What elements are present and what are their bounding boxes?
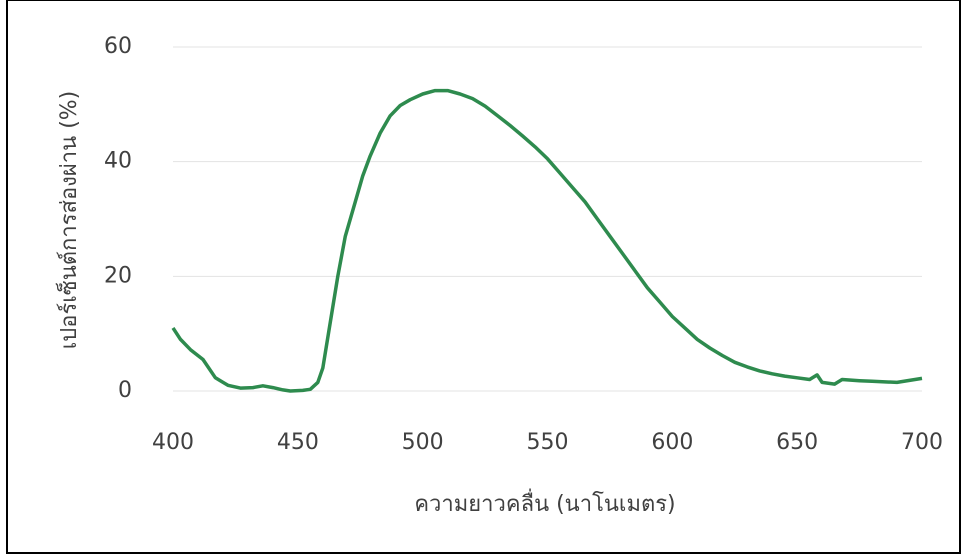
y-axis-label: เปอร์เซ็นต์การส่องผ่าน (%) — [54, 91, 82, 350]
y-tick-label: 20 — [104, 263, 132, 288]
x-tick-label: 650 — [776, 430, 818, 455]
x-tick-label: 600 — [651, 430, 693, 455]
x-tick-label: 450 — [277, 430, 319, 455]
y-tick-label: 60 — [104, 34, 132, 59]
data-line — [171, 88, 923, 393]
x-tick-label: 400 — [152, 430, 194, 455]
x-tick-label: 700 — [901, 430, 943, 455]
x-tick-label: 550 — [527, 430, 569, 455]
x-tick-label: 500 — [402, 430, 444, 455]
x-axis-label: ความยาวคลื่น (นาโนเมตร) — [414, 488, 675, 517]
y-tick-label: 0 — [118, 378, 132, 403]
y-tick-label: 40 — [104, 149, 132, 174]
frame — [6, 0, 961, 554]
